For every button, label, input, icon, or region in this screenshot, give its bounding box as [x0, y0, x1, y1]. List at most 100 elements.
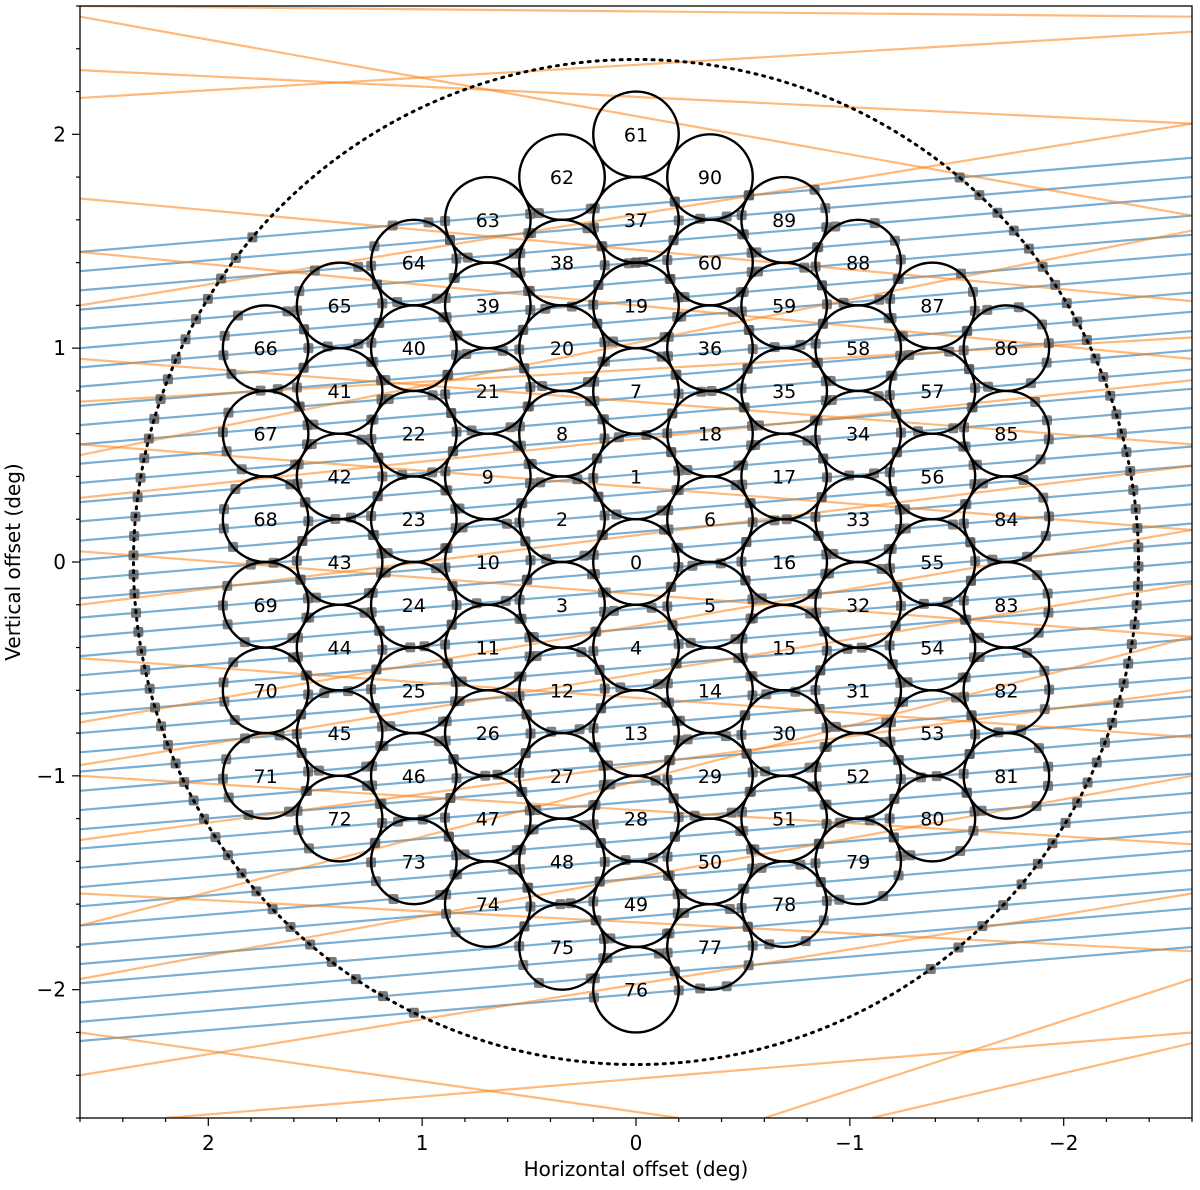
- outer-dotted-circle: [131, 57, 1141, 1067]
- beam-circle: [666, 902, 754, 991]
- beam-circle: [518, 902, 606, 991]
- crossing-marker: [1107, 717, 1118, 728]
- beam-label: 25: [402, 680, 426, 702]
- blue-track: [80, 252, 1192, 350]
- beam-label: 67: [254, 424, 278, 446]
- beam-label: 85: [994, 424, 1018, 446]
- beam-label: 54: [920, 638, 944, 660]
- beam-label: 88: [846, 253, 870, 275]
- orange-track: [80, 30, 1192, 100]
- orange-track: [80, 1031, 679, 1118]
- orange-track: [80, 774, 1192, 981]
- beam-label: 38: [550, 253, 574, 275]
- beam-label: 51: [772, 809, 796, 831]
- y-tick-label: 2: [53, 122, 66, 146]
- beam-label: 33: [846, 509, 870, 531]
- blue-track: [80, 368, 1192, 465]
- blue-track: [80, 426, 1192, 523]
- orange-track: [80, 582, 1192, 767]
- beam-label: 21: [476, 381, 500, 403]
- blue-track: [80, 329, 1192, 427]
- x-axis-label: Horizontal offset (deg): [524, 1157, 749, 1181]
- beam-label: 9: [482, 466, 494, 488]
- beam-label: 90: [698, 167, 722, 189]
- beam-label: 77: [698, 937, 722, 959]
- crossing-marker: [1133, 542, 1144, 553]
- blue-track: [80, 599, 1192, 696]
- blue-track: [80, 560, 1192, 658]
- blue-track: [80, 272, 1192, 369]
- blue-track: [80, 714, 1192, 812]
- orange-track: [80, 15, 1192, 217]
- orange-track: [763, 977, 1192, 1118]
- beam-label: 52: [846, 766, 870, 788]
- blue-track: [80, 156, 1192, 254]
- beam-circle: [888, 261, 977, 350]
- beam-label: 84: [994, 509, 1018, 531]
- blue-track: [80, 175, 1192, 273]
- beam-label: 39: [476, 295, 500, 317]
- orange-track: [80, 774, 1192, 846]
- beam-circle: [814, 218, 903, 307]
- beam-label: 6: [704, 509, 716, 531]
- beam-label: 7: [630, 381, 642, 403]
- orange-track: [80, 6, 1192, 18]
- beam-label: 87: [920, 295, 944, 317]
- beam-label: 20: [550, 338, 574, 360]
- beam-label: 1: [630, 466, 642, 488]
- beam-label: 11: [476, 638, 500, 660]
- beam-label: 68: [254, 509, 278, 531]
- orange-track: [80, 69, 1192, 125]
- crossing-marker: [133, 626, 144, 637]
- blue-track: [80, 464, 1192, 561]
- blue-track: [80, 637, 1192, 735]
- beam-label: 64: [402, 253, 426, 275]
- beam-circle: [814, 817, 903, 906]
- beam-label: 66: [254, 338, 278, 360]
- outer-circle-layer: [131, 57, 1141, 1067]
- beam-label: 72: [328, 809, 352, 831]
- crossing-marker: [149, 413, 160, 424]
- beam-circle: [369, 218, 458, 307]
- blue-track: [80, 868, 1192, 966]
- beam-label: 61: [624, 124, 648, 146]
- beam-label: 70: [254, 680, 278, 702]
- beam-label: 65: [328, 295, 352, 317]
- beam-label: 80: [920, 809, 944, 831]
- beam-label: 18: [698, 424, 722, 446]
- beam-label: 37: [624, 210, 648, 232]
- beam-label: 10: [476, 552, 500, 574]
- beam-label: 40: [402, 338, 426, 360]
- beam-label: 14: [698, 680, 722, 702]
- blue-track: [80, 772, 1192, 869]
- beam-label: 31: [846, 680, 870, 702]
- orange-track: [80, 229, 1192, 457]
- blue-track: [80, 522, 1192, 619]
- crossing-marker: [1123, 658, 1134, 669]
- beam-label: 81: [994, 766, 1018, 788]
- crossing-marker: [1082, 777, 1093, 788]
- blue-track: [80, 695, 1192, 792]
- beam-label: 79: [846, 851, 870, 873]
- beam-label: 8: [556, 424, 568, 446]
- beam-label: 27: [550, 766, 574, 788]
- blue-track: [80, 945, 1192, 1043]
- crossing-marker: [1121, 447, 1132, 458]
- y-tick-label: −1: [37, 764, 66, 788]
- blue-track: [80, 233, 1192, 331]
- y-tick-label: −2: [37, 978, 66, 1002]
- beam-label: 12: [550, 680, 574, 702]
- blue-track: [80, 541, 1192, 638]
- beam-label: 5: [704, 595, 716, 617]
- beam-label: 57: [920, 381, 944, 403]
- blue-track: [80, 849, 1192, 946]
- beam-label: 34: [846, 424, 870, 446]
- orange-track: [80, 892, 1192, 953]
- beam-circle: [295, 261, 384, 350]
- blue-track: [80, 291, 1192, 388]
- beam-label: 13: [624, 723, 648, 745]
- orange-track: [80, 379, 1192, 499]
- beam-label: 47: [476, 809, 500, 831]
- beam-label: 55: [920, 552, 944, 574]
- beam-label: 35: [772, 381, 796, 403]
